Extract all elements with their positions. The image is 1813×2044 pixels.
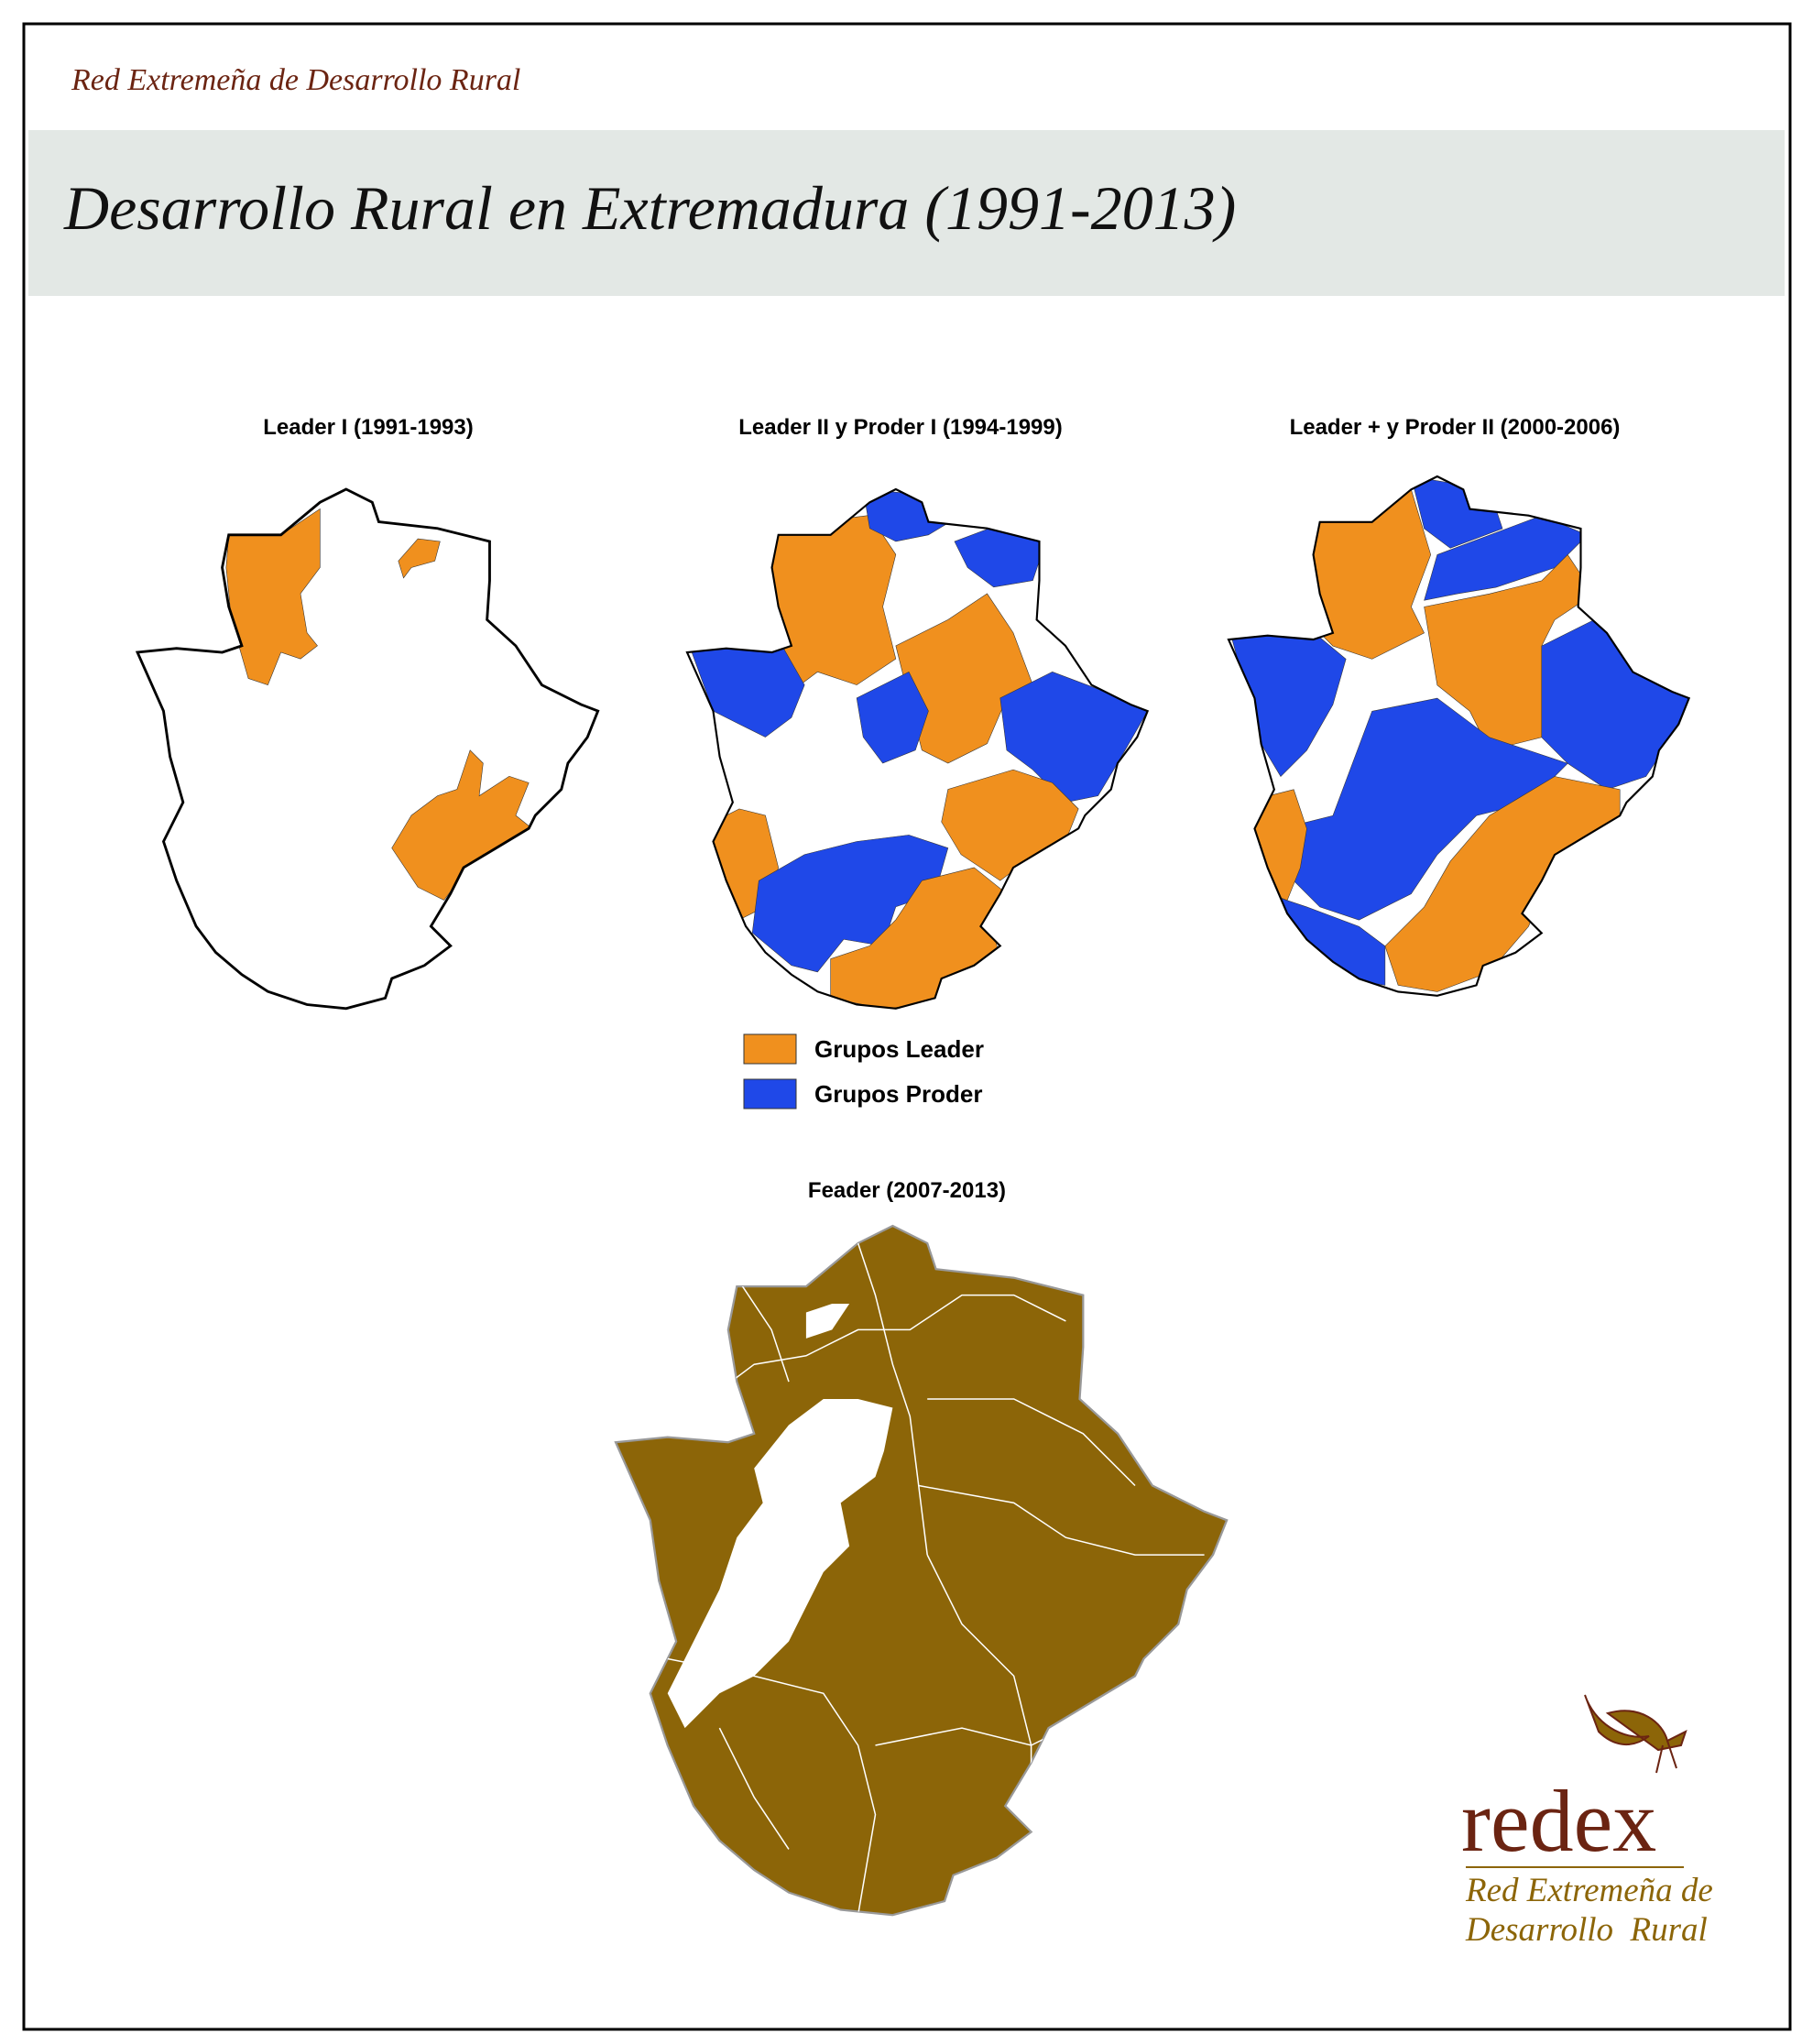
legend: Grupos Leader Grupos Proder — [743, 1033, 984, 1109]
program-region — [856, 671, 929, 764]
map-title: Leader + y Proder II (2000-2006) — [1290, 415, 1621, 440]
logo: redex Red Extremeña de Desarrollo Rural — [1461, 1694, 1713, 1949]
map-title: Leader I (1991-1993) — [263, 415, 473, 440]
logo-line: Desarrollo Rural — [1465, 1911, 1708, 1949]
legend-swatch — [743, 1078, 797, 1109]
legend-swatch — [743, 1033, 797, 1065]
map-title: Leader II y Proder I (1994-1999) — [738, 415, 1063, 440]
legend-label: Grupos Proder — [814, 1080, 982, 1108]
title-band — [28, 130, 1785, 296]
logo-wordmark: redex — [1461, 1772, 1656, 1870]
map-leader-plus — [1227, 475, 1690, 997]
logo-bird — [1584, 1694, 1687, 1774]
map-leader-1 — [136, 487, 600, 1011]
title: Desarrollo Rural en Extremadura (1991-20… — [63, 173, 1236, 243]
legend-label: Grupos Leader — [814, 1035, 984, 1063]
program-region — [1384, 776, 1621, 992]
program-region — [398, 538, 441, 579]
program-region — [751, 835, 949, 973]
header-subtitle: Red Extremeña de Desarrollo Rural — [71, 63, 520, 97]
program-region — [999, 672, 1148, 803]
logo-line: Red Extremeña de — [1465, 1872, 1713, 1909]
map-title: Feader (2007-2013) — [808, 1178, 1006, 1203]
